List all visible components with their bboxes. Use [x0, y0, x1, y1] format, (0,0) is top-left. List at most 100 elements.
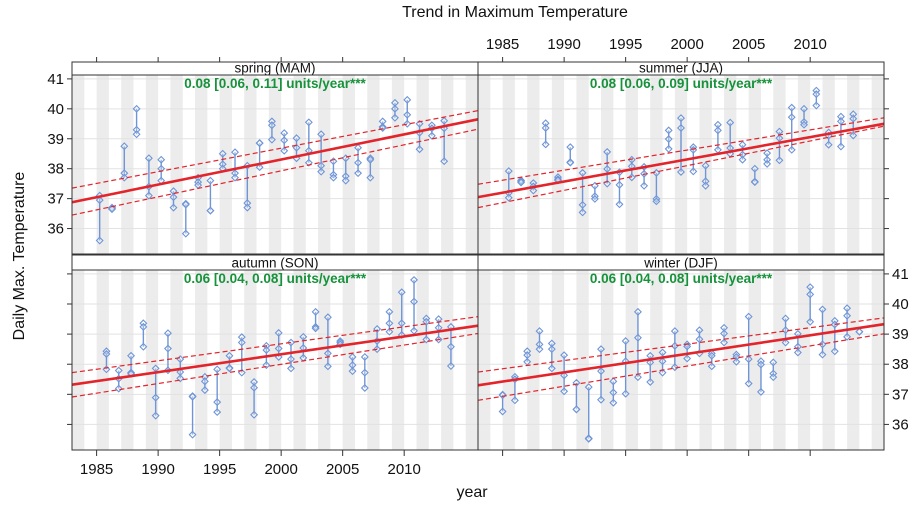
x-tick-label: 2000	[264, 461, 297, 478]
year-band	[465, 270, 478, 450]
year-band	[441, 270, 454, 450]
data-point	[200, 377, 209, 386]
data-point	[750, 178, 759, 187]
data-point	[385, 319, 394, 328]
data-point	[640, 181, 649, 190]
year-band	[145, 270, 159, 450]
data-point	[151, 411, 160, 420]
data-point	[707, 362, 716, 371]
data-point	[200, 386, 209, 395]
panel-autumn: autumn (SON)0.06 [0.04, 0.08] units/year…	[67, 254, 479, 478]
panel-spring: spring (MAM)0.08 [0.06, 0.11] units/year…	[47, 57, 479, 255]
data-point	[609, 388, 618, 397]
data-point	[410, 275, 419, 284]
year-band	[268, 75, 282, 254]
data-point	[360, 368, 369, 377]
data-point	[498, 407, 507, 416]
data-point	[843, 311, 852, 320]
data-point	[713, 126, 722, 135]
data-point	[255, 163, 264, 172]
trend-lower-ci	[477, 333, 885, 401]
data-point	[329, 173, 338, 182]
year-band	[416, 270, 429, 450]
x-axis-title: year	[456, 484, 488, 501]
data-point	[664, 144, 673, 153]
year-band	[318, 75, 331, 254]
data-point	[572, 405, 581, 414]
y-tick-label: 41	[892, 266, 909, 283]
year-band	[773, 75, 786, 254]
panel-frame	[477, 269, 885, 451]
data-point	[658, 357, 667, 366]
data-point	[658, 368, 667, 377]
data-point	[756, 360, 765, 369]
data-point	[793, 348, 802, 357]
data-point	[578, 200, 587, 209]
data-point	[120, 169, 129, 178]
data-point	[366, 155, 375, 164]
year-band	[342, 75, 355, 254]
year-band	[72, 270, 85, 450]
data-point	[738, 155, 747, 164]
data-point	[633, 373, 642, 382]
data-point	[609, 377, 618, 386]
data-point	[354, 158, 363, 167]
y-tick-label: 39	[47, 131, 64, 148]
data-point	[120, 173, 129, 182]
data-point	[621, 389, 630, 398]
data-point	[390, 104, 399, 113]
y-tick-label: 40	[892, 296, 909, 313]
data-point	[824, 140, 833, 149]
data-point	[738, 140, 747, 149]
year-band	[724, 270, 737, 450]
data-point	[373, 325, 382, 333]
data-point	[317, 167, 326, 176]
year-band	[367, 270, 380, 450]
year-band	[391, 75, 405, 254]
data-point	[744, 379, 753, 388]
year-band	[478, 270, 491, 450]
data-point	[446, 342, 455, 351]
trend-line	[71, 118, 479, 204]
panel-summer: summer (JJA)0.08 [0.06, 0.09] units/year…	[477, 36, 889, 255]
data-point	[547, 345, 556, 354]
data-point	[664, 126, 673, 135]
panel-frame	[477, 74, 885, 255]
trend-lower-ci	[477, 125, 885, 209]
data-point	[95, 196, 104, 205]
x-tick-label: 1995	[203, 461, 236, 478]
data-point	[336, 340, 345, 349]
year-band	[748, 270, 761, 450]
year-band	[293, 270, 306, 450]
data-point	[410, 326, 419, 335]
data-point	[397, 288, 406, 297]
data-point	[830, 320, 839, 329]
data-point	[541, 140, 550, 149]
data-point	[108, 205, 116, 214]
data-point	[652, 194, 661, 203]
y-tick-label: 36	[47, 221, 64, 238]
year-band	[195, 270, 208, 450]
data-point	[329, 157, 338, 166]
year-band	[748, 75, 761, 254]
data-point	[120, 142, 129, 151]
trend-label: 0.06 [0.04, 0.08] units/year***	[184, 271, 367, 286]
data-point	[206, 176, 215, 185]
data-point	[311, 307, 320, 316]
year-band	[121, 270, 134, 450]
data-point	[584, 383, 593, 392]
data-point	[114, 366, 123, 375]
data-point	[695, 335, 704, 344]
data-point	[560, 387, 569, 396]
data-point	[157, 164, 166, 173]
data-point	[348, 353, 357, 361]
data-point	[157, 155, 166, 164]
data-point	[132, 125, 141, 134]
data-point	[267, 135, 276, 144]
data-point	[280, 146, 289, 155]
data-point	[744, 355, 753, 364]
trend-label: 0.06 [0.04, 0.08] units/year***	[590, 271, 773, 286]
data-point	[781, 338, 790, 347]
data-point	[701, 181, 710, 190]
data-point	[517, 178, 526, 187]
